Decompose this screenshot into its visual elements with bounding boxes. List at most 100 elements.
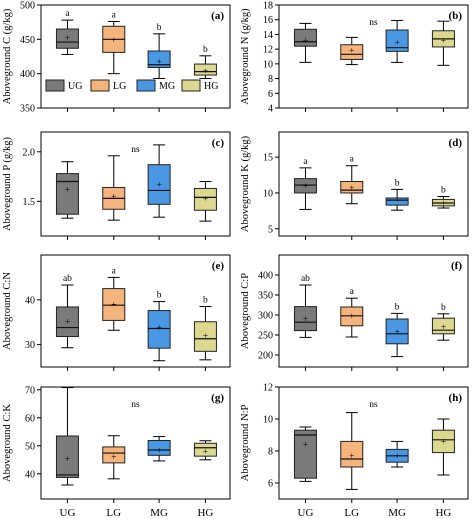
y-tick-label: 15	[263, 153, 273, 164]
box-MG: +	[385, 440, 409, 468]
y-tick-label: 30	[25, 340, 35, 351]
box-UG: + ab	[55, 274, 79, 349]
plot-frame	[278, 4, 469, 109]
panel-label: (g)	[211, 392, 224, 404]
y-axis-label: Aboveground C:K	[2, 404, 13, 482]
mean-marker: +	[65, 34, 70, 44]
significance-letter: a	[350, 155, 355, 165]
box-HG: +	[431, 418, 455, 476]
mean-marker: +	[441, 199, 446, 209]
y-tick-label: 14	[263, 30, 273, 41]
box-body	[193, 321, 217, 352]
mean-marker: +	[441, 36, 446, 46]
box-UG: +	[293, 426, 317, 482]
y-tick-label: 5	[268, 224, 273, 235]
x-tick-label: HG	[435, 507, 451, 519]
mean-marker: +	[349, 312, 354, 322]
box-body	[55, 173, 79, 215]
box-body	[55, 28, 79, 49]
box-MG: +b	[385, 178, 409, 211]
y-axis-label: Aboveground C:N	[2, 272, 13, 350]
mean-marker: +	[394, 452, 399, 462]
plot-frame	[278, 386, 469, 500]
mean-marker: +	[394, 196, 399, 206]
box-body	[193, 63, 217, 76]
box-MG: +b	[147, 23, 171, 79]
x-tick-label: MG	[388, 507, 406, 519]
y-axis-label: Aboveground P (g/kg)	[2, 136, 13, 231]
ns-label: ns	[369, 18, 378, 28]
box-body	[193, 187, 217, 211]
plot-frame	[40, 386, 231, 500]
y-tick-label: 4	[268, 104, 273, 115]
panel-label: (f)	[451, 260, 462, 272]
y-tick-label: 6	[268, 479, 273, 490]
legend-label: UG	[68, 81, 82, 92]
mean-marker: +	[303, 441, 308, 451]
y-tick-label: 10	[263, 188, 273, 199]
legend-label: LG	[113, 81, 126, 92]
significance-letter: b	[203, 45, 208, 55]
box-HG: +	[431, 20, 455, 66]
box-body	[293, 306, 317, 332]
y-tick-label: 10	[263, 415, 273, 426]
significance-letter: b	[157, 23, 162, 33]
mean-marker: +	[349, 47, 354, 57]
y-tick-label: 40	[25, 295, 35, 306]
x-tick-label: MG	[150, 507, 168, 519]
box-LG: +a	[102, 10, 126, 75]
mean-marker: +	[65, 317, 70, 327]
y-tick-label: 16	[263, 15, 273, 26]
significance-letter: b	[395, 302, 400, 312]
box-body	[385, 29, 409, 52]
box-UG: +	[55, 387, 79, 486]
mean-marker: +	[203, 67, 208, 77]
box-LG: +a	[340, 287, 364, 338]
y-tick-label: 40	[25, 469, 35, 480]
box-body	[147, 310, 171, 349]
x-tick-label: LG	[106, 507, 121, 519]
box-HG: +b	[193, 296, 217, 361]
y-tick-label: 50	[25, 441, 35, 452]
significance-letter: a	[112, 10, 117, 20]
ns-label: ns	[131, 400, 140, 410]
panel-label: (b)	[449, 10, 463, 22]
box-LG: +a	[102, 266, 126, 331]
box-body	[340, 44, 364, 60]
y-tick-label: 2.0	[23, 147, 36, 158]
mean-marker: +	[156, 57, 161, 67]
y-axis-label: Aboveground N (g/kg)	[240, 8, 251, 105]
box-UG: + ab	[293, 274, 317, 338]
box-body	[147, 50, 171, 68]
box-HG: +b	[431, 303, 455, 341]
panel-label: (c)	[212, 137, 225, 149]
y-tick-label: 300	[258, 311, 273, 322]
y-axis-label: Aboveground C (g/kg)	[2, 8, 13, 104]
mean-marker: +	[203, 447, 208, 457]
box-MG: +	[147, 436, 171, 462]
legend-swatch	[45, 79, 65, 92]
mean-marker: +	[394, 39, 399, 49]
mean-marker: +	[303, 182, 308, 192]
y-tick-label: 8	[268, 74, 273, 85]
panel-b: 4 6 8 10 12 14 16 18 Aboveground N (g/kg) (b) ns + +…	[240, 1, 469, 115]
box-MG: +	[147, 144, 171, 218]
mean-marker: +	[111, 453, 116, 463]
mean-marker: +	[349, 452, 354, 462]
y-tick-label: 350	[258, 291, 273, 302]
x-tick-label: UG	[298, 507, 314, 519]
panel-label: (e)	[212, 260, 225, 272]
plot-frame	[40, 131, 231, 237]
y-tick-label: 18	[263, 1, 273, 12]
mean-marker: +	[303, 315, 308, 325]
panel-label: (h)	[449, 392, 463, 404]
box-body	[193, 442, 217, 457]
box-UG: +a	[293, 157, 317, 210]
y-tick-label: 1.5	[23, 197, 36, 208]
box-body	[293, 429, 317, 479]
mean-marker: +	[441, 437, 446, 447]
